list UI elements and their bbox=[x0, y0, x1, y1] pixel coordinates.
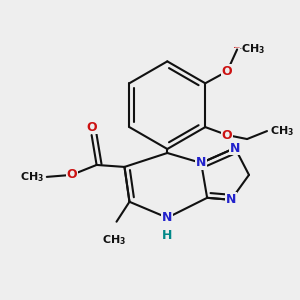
Text: $\mathregular{CH_3}$: $\mathregular{CH_3}$ bbox=[270, 124, 294, 138]
Text: O: O bbox=[66, 168, 77, 182]
Text: N: N bbox=[162, 211, 172, 224]
Text: O: O bbox=[222, 129, 232, 142]
Text: $\mathregular{CH_3}$: $\mathregular{CH_3}$ bbox=[102, 234, 127, 248]
Text: methyl: methyl bbox=[240, 48, 245, 50]
Text: N: N bbox=[196, 156, 206, 170]
Text: N: N bbox=[226, 193, 236, 206]
Text: $\mathregular{CH_3}$: $\mathregular{CH_3}$ bbox=[20, 170, 44, 184]
Text: $\mathregular{CH_3}$: $\mathregular{CH_3}$ bbox=[241, 43, 265, 56]
Text: H: H bbox=[162, 229, 172, 242]
Text: O: O bbox=[86, 121, 97, 134]
Text: methoxy: methoxy bbox=[234, 47, 240, 48]
Text: O: O bbox=[222, 65, 232, 78]
Text: N: N bbox=[230, 142, 240, 154]
